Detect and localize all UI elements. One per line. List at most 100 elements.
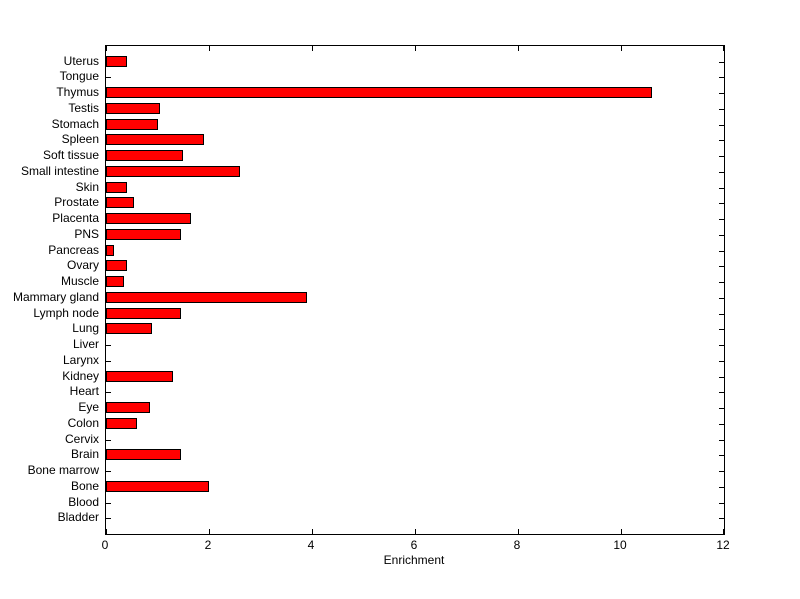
category-label: Liver: [72, 337, 99, 351]
bar: [106, 229, 181, 240]
y-axis-tick-right: [719, 314, 724, 315]
y-axis-tick-right: [719, 298, 724, 299]
x-tick-label: 10: [613, 538, 627, 552]
y-axis-tick: [106, 440, 111, 441]
x-axis-tick: [209, 529, 210, 534]
bar: [106, 481, 209, 492]
x-tick-label: 12: [716, 538, 730, 552]
x-axis-tick-top: [723, 46, 724, 51]
x-axis-tick: [621, 529, 622, 534]
y-axis-tick-right: [719, 203, 724, 204]
category-label: Mammary gland: [12, 290, 99, 304]
x-tick-label: 4: [307, 538, 315, 552]
bar: [106, 87, 652, 98]
bar: [106, 402, 150, 413]
y-axis-tick-right: [719, 471, 724, 472]
category-label: Cervix: [64, 432, 99, 446]
category-label: Eye: [78, 400, 99, 414]
category-label: Kidney: [62, 369, 99, 383]
y-axis-tick-right: [719, 251, 724, 252]
bar: [106, 103, 160, 114]
bar: [106, 166, 240, 177]
y-axis-tick-right: [719, 235, 724, 236]
x-tick-label: 8: [513, 538, 521, 552]
x-axis-tick: [415, 529, 416, 534]
y-axis-tick-right: [719, 140, 724, 141]
y-axis-tick: [106, 503, 111, 504]
bar: [106, 418, 137, 429]
y-axis-tick-right: [719, 455, 724, 456]
y-axis-tick-right: [719, 345, 724, 346]
category-label: PNS: [74, 227, 99, 241]
y-axis-tick-right: [719, 109, 724, 110]
category-label: Pancreas: [48, 243, 99, 257]
x-axis-tick-top: [518, 46, 519, 51]
category-label: Brain: [70, 447, 99, 461]
category-label: Soft tissue: [42, 148, 99, 162]
bar: [106, 197, 134, 208]
bar: [106, 323, 152, 334]
bar: [106, 213, 191, 224]
bar: [106, 182, 127, 193]
x-axis-tick: [518, 529, 519, 534]
plot-area: [105, 45, 725, 535]
x-axis-tick-top: [621, 46, 622, 51]
bar: [106, 119, 158, 130]
category-label: Uterus: [63, 54, 99, 68]
x-axis-tick-top: [312, 46, 313, 51]
bar: [106, 449, 181, 460]
bar: [106, 292, 307, 303]
category-label: Thymus: [56, 85, 99, 99]
category-label: Heart: [69, 384, 99, 398]
y-axis-tick-right: [719, 282, 724, 283]
bar: [106, 308, 181, 319]
category-label: Small intestine: [20, 164, 99, 178]
y-axis-tick-right: [719, 188, 724, 189]
y-axis-tick-right: [719, 408, 724, 409]
y-axis-tick-right: [719, 361, 724, 362]
bar: [106, 56, 127, 67]
y-axis-tick-right: [719, 156, 724, 157]
category-label: Ovary: [66, 258, 99, 272]
category-label: Colon: [67, 416, 99, 430]
y-axis-tick-right: [719, 266, 724, 267]
x-axis-title: Enrichment: [383, 553, 445, 567]
y-axis-tick-right: [719, 503, 724, 504]
y-axis-tick-right: [719, 62, 724, 63]
bar: [106, 371, 173, 382]
y-axis-tick-right: [719, 93, 724, 94]
x-axis-tick-top: [415, 46, 416, 51]
category-label: Prostate: [54, 195, 99, 209]
x-tick-label: 2: [204, 538, 212, 552]
category-label: Skin: [75, 180, 99, 194]
category-label: Tongue: [59, 69, 99, 83]
category-label: Spleen: [61, 132, 99, 146]
x-tick-label: 6: [410, 538, 418, 552]
x-axis-tick: [312, 529, 313, 534]
category-label: Placenta: [52, 211, 99, 225]
category-label: Bone: [70, 479, 99, 493]
y-axis-tick: [106, 392, 111, 393]
x-axis-tick-top: [106, 46, 107, 51]
y-axis-tick-right: [719, 125, 724, 126]
category-label: Lung: [72, 321, 99, 335]
category-label: Testis: [68, 101, 99, 115]
x-axis-tick: [723, 529, 724, 534]
x-axis-tick: [106, 529, 107, 534]
y-axis-tick: [106, 471, 111, 472]
category-label: Stomach: [51, 117, 99, 131]
y-axis-tick: [106, 77, 111, 78]
y-axis-tick-right: [719, 392, 724, 393]
y-axis-tick: [106, 518, 111, 519]
y-axis-tick-right: [719, 172, 724, 173]
x-axis-tick-top: [209, 46, 210, 51]
bar: [106, 134, 204, 145]
category-label: Blood: [68, 495, 99, 509]
category-label: Lymph node: [33, 306, 99, 320]
category-label: Bladder: [57, 510, 99, 524]
bar: [106, 150, 183, 161]
bar: [106, 260, 127, 271]
category-label: Larynx: [62, 353, 99, 367]
category-label: Bone marrow: [27, 463, 99, 477]
